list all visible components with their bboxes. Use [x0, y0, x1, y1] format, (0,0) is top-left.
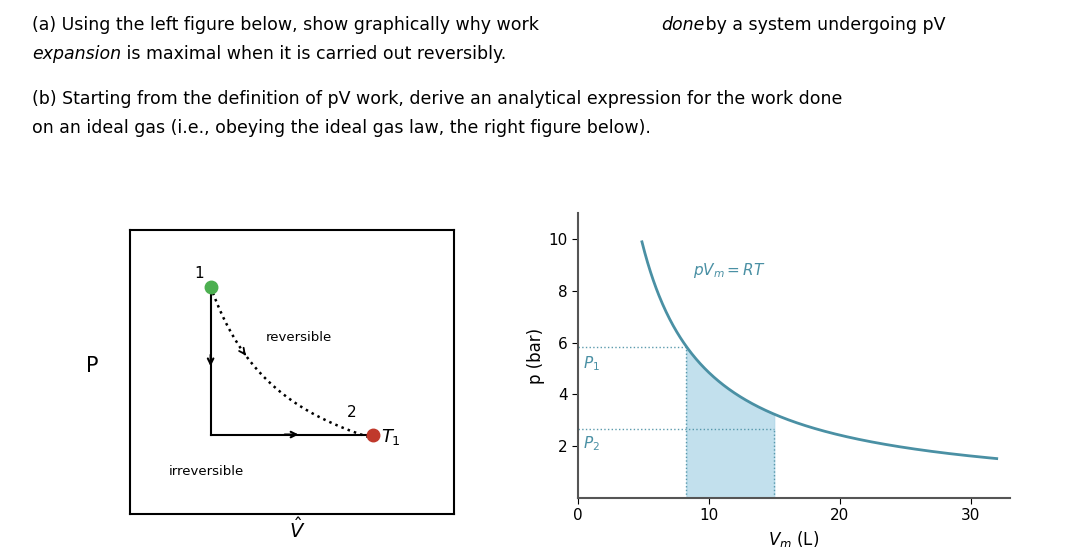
Text: irreversible: irreversible	[168, 465, 244, 478]
Text: by a system undergoing pV: by a system undergoing pV	[700, 16, 945, 34]
Text: $\hat{V}$: $\hat{V}$	[288, 517, 306, 542]
Text: (b) Starting from the definition of pV work, derive an analytical expression for: (b) Starting from the definition of pV w…	[32, 90, 842, 108]
Text: $P_2$: $P_2$	[583, 434, 599, 453]
Text: P: P	[85, 357, 98, 376]
Text: done: done	[661, 16, 704, 34]
X-axis label: $V_m$ (L): $V_m$ (L)	[768, 529, 820, 547]
Text: $pV_m = RT$: $pV_m = RT$	[693, 261, 766, 280]
Text: (a) Using the left figure below, show graphically why work: (a) Using the left figure below, show gr…	[32, 16, 544, 34]
Text: 2: 2	[347, 405, 356, 420]
Text: $T_1$: $T_1$	[380, 427, 401, 447]
Text: 1: 1	[194, 266, 204, 281]
Y-axis label: p (bar): p (bar)	[527, 328, 545, 383]
Text: reversible: reversible	[266, 331, 332, 344]
Text: expansion: expansion	[32, 45, 122, 63]
Text: $P_1$: $P_1$	[583, 355, 600, 374]
Text: is maximal when it is carried out reversibly.: is maximal when it is carried out revers…	[121, 45, 507, 63]
Text: on an ideal gas (i.e., obeying the ideal gas law, the right figure below).: on an ideal gas (i.e., obeying the ideal…	[32, 119, 651, 137]
